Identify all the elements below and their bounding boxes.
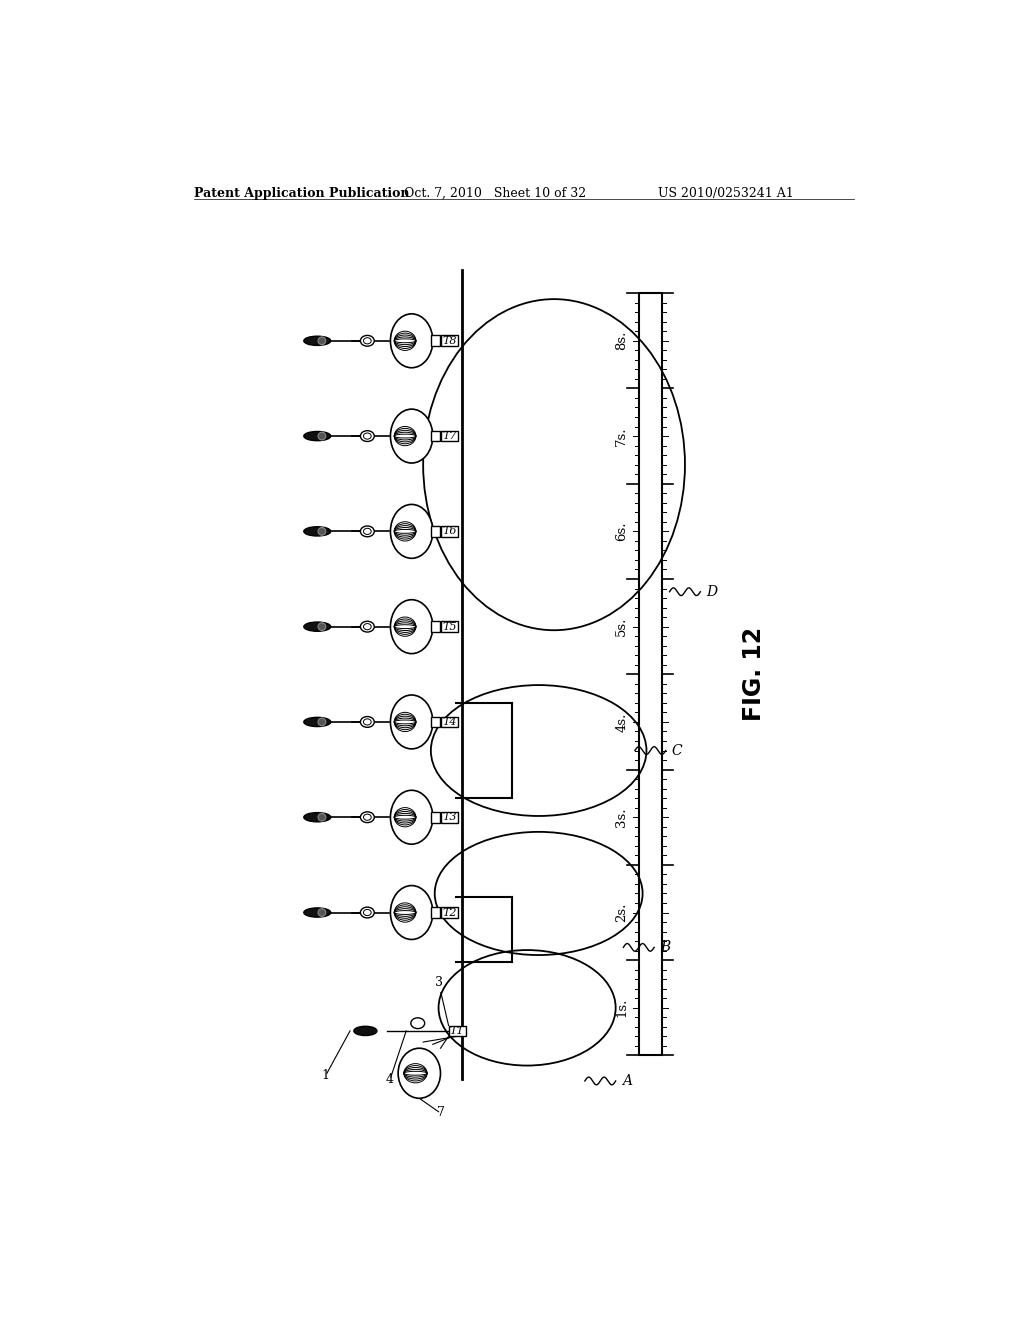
- Bar: [441, 907, 458, 917]
- Bar: [441, 430, 458, 441]
- Text: 3: 3: [435, 977, 443, 989]
- Text: 4s.: 4s.: [615, 713, 629, 731]
- Bar: [441, 717, 458, 727]
- Text: 7: 7: [437, 1106, 444, 1119]
- Bar: [431, 525, 440, 537]
- Ellipse shape: [318, 528, 326, 535]
- Bar: [441, 525, 458, 537]
- Text: 2s.: 2s.: [615, 903, 629, 923]
- Ellipse shape: [304, 717, 331, 726]
- Ellipse shape: [304, 622, 331, 631]
- Ellipse shape: [390, 886, 433, 940]
- Text: T2: T2: [442, 908, 457, 917]
- Text: 3s.: 3s.: [615, 808, 629, 828]
- Ellipse shape: [390, 696, 433, 748]
- Bar: [441, 622, 458, 632]
- Ellipse shape: [398, 1048, 440, 1098]
- Ellipse shape: [364, 528, 371, 535]
- Bar: [431, 812, 440, 822]
- Ellipse shape: [364, 623, 371, 630]
- Text: T4: T4: [442, 717, 457, 727]
- Text: T1: T1: [450, 1026, 464, 1036]
- Ellipse shape: [390, 314, 433, 368]
- Ellipse shape: [318, 337, 326, 345]
- Text: D: D: [707, 585, 718, 599]
- Bar: [431, 430, 440, 441]
- Text: 1s.: 1s.: [615, 998, 629, 1018]
- Ellipse shape: [304, 527, 331, 536]
- Ellipse shape: [364, 338, 371, 345]
- Text: T7: T7: [442, 432, 457, 441]
- Text: T6: T6: [442, 527, 457, 536]
- Ellipse shape: [390, 504, 433, 558]
- Ellipse shape: [304, 908, 331, 917]
- Text: T3: T3: [442, 812, 457, 822]
- Ellipse shape: [304, 337, 331, 346]
- Ellipse shape: [318, 623, 326, 631]
- Ellipse shape: [364, 814, 371, 820]
- Ellipse shape: [304, 432, 331, 441]
- Ellipse shape: [318, 908, 326, 916]
- Ellipse shape: [360, 335, 374, 346]
- Text: Oct. 7, 2010   Sheet 10 of 32: Oct. 7, 2010 Sheet 10 of 32: [403, 187, 586, 199]
- Text: 5s.: 5s.: [615, 616, 629, 636]
- Ellipse shape: [304, 813, 331, 822]
- Ellipse shape: [364, 719, 371, 725]
- Text: Patent Application Publication: Patent Application Publication: [195, 187, 410, 199]
- Ellipse shape: [360, 907, 374, 917]
- Text: T8: T8: [442, 335, 457, 346]
- Ellipse shape: [390, 409, 433, 463]
- Ellipse shape: [360, 717, 374, 727]
- Text: B: B: [660, 940, 671, 954]
- Text: 1: 1: [322, 1069, 330, 1081]
- Ellipse shape: [390, 791, 433, 845]
- Text: C: C: [672, 743, 682, 758]
- Bar: [449, 1026, 466, 1036]
- Bar: [431, 907, 440, 917]
- Text: 7s.: 7s.: [615, 426, 629, 446]
- Text: FIG. 12: FIG. 12: [742, 627, 766, 721]
- Ellipse shape: [318, 432, 326, 440]
- Ellipse shape: [360, 430, 374, 441]
- Text: 4: 4: [385, 1073, 393, 1086]
- Ellipse shape: [360, 622, 374, 632]
- Bar: [441, 812, 458, 822]
- Text: T5: T5: [442, 622, 457, 632]
- Ellipse shape: [360, 812, 374, 822]
- Bar: [431, 622, 440, 632]
- Text: 6s.: 6s.: [615, 521, 629, 541]
- Text: A: A: [622, 1074, 632, 1088]
- Ellipse shape: [354, 1026, 377, 1035]
- Ellipse shape: [390, 599, 433, 653]
- Ellipse shape: [318, 718, 326, 726]
- Text: US 2010/0253241 A1: US 2010/0253241 A1: [658, 187, 794, 199]
- Text: 8s.: 8s.: [615, 331, 629, 351]
- Ellipse shape: [411, 1018, 425, 1028]
- Ellipse shape: [318, 813, 326, 821]
- Bar: [639, 293, 662, 1056]
- Bar: [441, 335, 458, 346]
- Ellipse shape: [364, 433, 371, 440]
- Bar: [431, 335, 440, 346]
- Ellipse shape: [360, 525, 374, 537]
- Ellipse shape: [364, 909, 371, 916]
- Bar: [431, 717, 440, 727]
